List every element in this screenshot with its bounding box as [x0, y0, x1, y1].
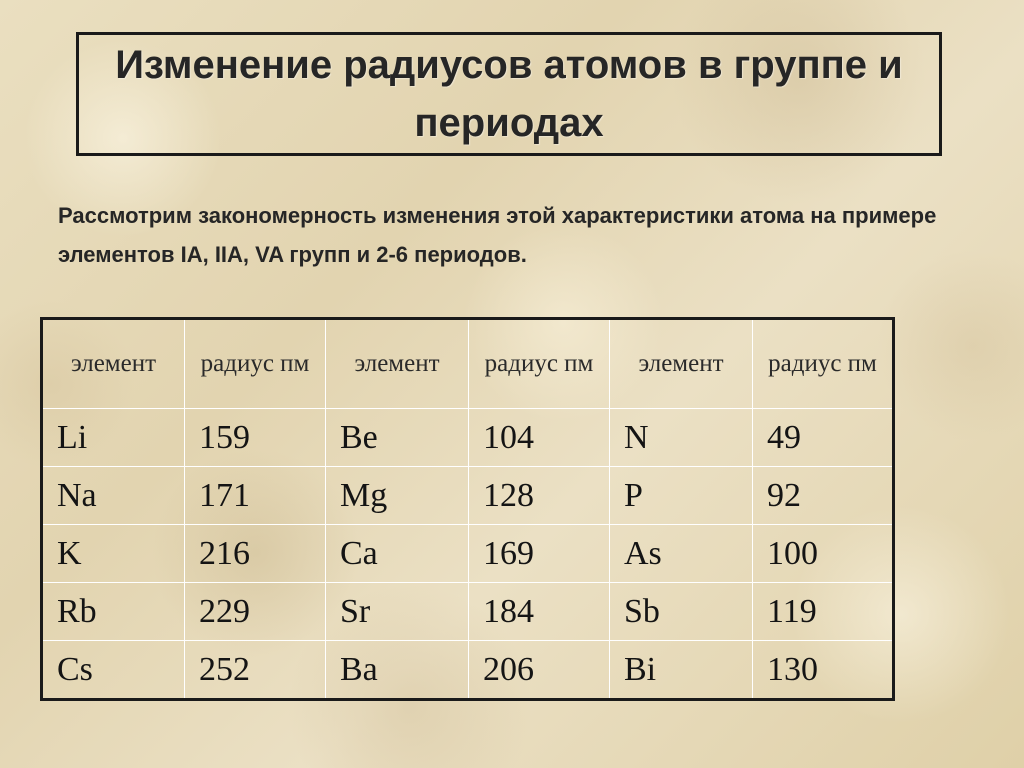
radius-cell: 169	[468, 524, 610, 583]
radius-cell: 49	[752, 408, 894, 467]
element-cell: Ba	[325, 640, 469, 700]
radius-cell: 184	[468, 582, 610, 641]
table-row: Na 171 Mg 128 P 92	[41, 466, 894, 525]
table-row: Rb 229 Sr 184 Sb 119	[41, 582, 894, 641]
column-header-element: элемент	[41, 318, 185, 409]
radius-cell: 100	[752, 524, 894, 583]
element-cell: Sb	[609, 582, 753, 641]
element-cell: Li	[41, 408, 185, 467]
radius-cell: 216	[184, 524, 326, 583]
radius-cell: 229	[184, 582, 326, 641]
radius-cell: 171	[184, 466, 326, 525]
column-header-element: элемент	[609, 318, 753, 409]
radius-cell: 104	[468, 408, 610, 467]
element-cell: Na	[41, 466, 185, 525]
atomic-radius-table: элемент радиус пм элемент радиус пм элем…	[40, 317, 895, 701]
element-cell: K	[41, 524, 185, 583]
column-header-radius: радиус пм	[752, 318, 894, 409]
element-cell: Sr	[325, 582, 469, 641]
intro-text: Рассмотрим закономерность изменения этой…	[58, 203, 937, 267]
element-cell: P	[609, 466, 753, 525]
element-cell: Ca	[325, 524, 469, 583]
table-row: Li 159 Be 104 N 49	[41, 408, 894, 467]
column-header-radius: радиус пм	[184, 318, 326, 409]
radius-cell: 252	[184, 640, 326, 700]
column-header-radius: радиус пм	[468, 318, 610, 409]
radius-cell: 206	[468, 640, 610, 700]
table-container: элемент радиус пм элемент радиус пм элем…	[40, 317, 895, 701]
element-cell: Bi	[609, 640, 753, 700]
title-box: Изменение радиусов атомов в группе и пер…	[76, 32, 942, 156]
table-header-row: элемент радиус пм элемент радиус пм элем…	[41, 318, 894, 409]
element-cell: Rb	[41, 582, 185, 641]
column-header-element: элемент	[325, 318, 469, 409]
element-cell: Cs	[41, 640, 185, 700]
radius-cell: 159	[184, 408, 326, 467]
slide-title: Изменение радиусов атомов в группе и пер…	[115, 43, 903, 145]
element-cell: Be	[325, 408, 469, 467]
radius-cell: 119	[752, 582, 894, 641]
element-cell: As	[609, 524, 753, 583]
radius-cell: 92	[752, 466, 894, 525]
table-row: K 216 Ca 169 As 100	[41, 524, 894, 583]
table-row: Cs 252 Ba 206 Bi 130	[41, 640, 894, 700]
element-cell: N	[609, 408, 753, 467]
radius-cell: 130	[767, 650, 818, 688]
radius-cell: 128	[468, 466, 610, 525]
element-cell: Mg	[325, 466, 469, 525]
